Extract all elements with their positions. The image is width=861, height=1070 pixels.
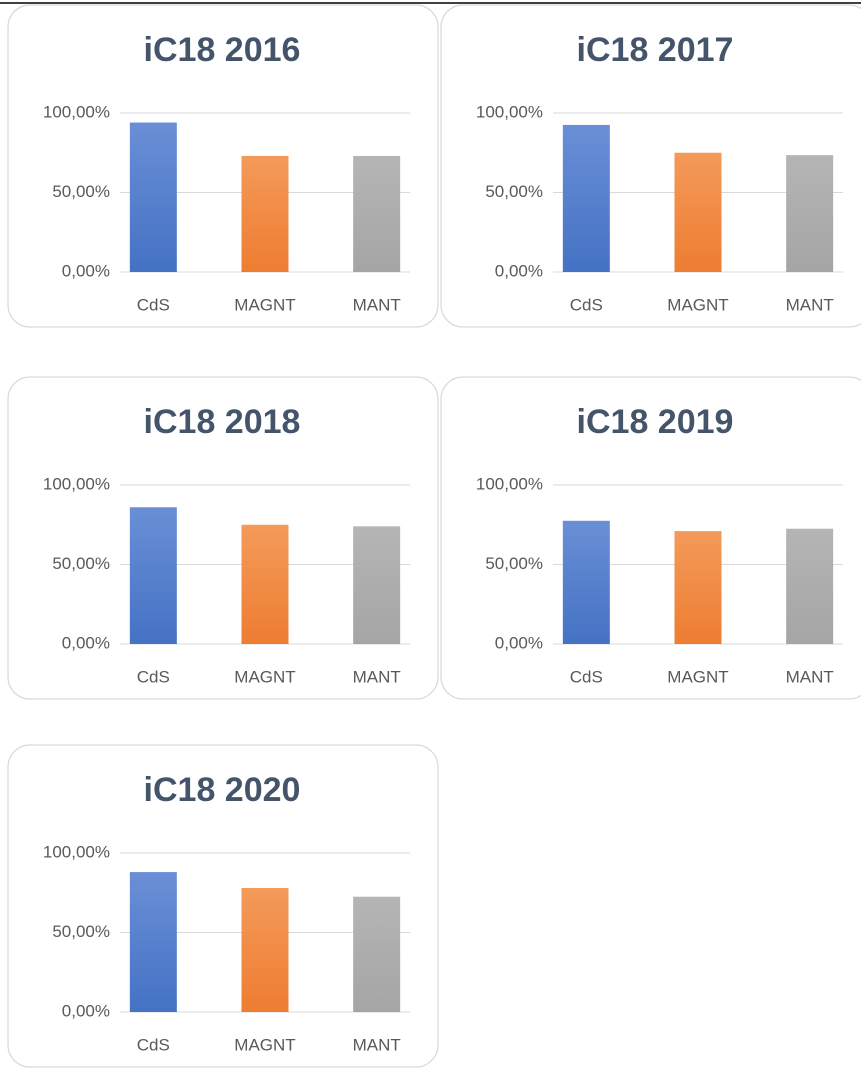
bar — [786, 155, 834, 272]
chart: iC18 2016 0,00% 50,00% 100,00% CdS MAGNT MANT — [7, 4, 439, 328]
chart-panel — [7, 744, 439, 1068]
x-tick-label: MAGNT — [234, 1035, 295, 1054]
chart: iC18 2019 0,00% 50,00% 100,00% CdS MAGNT MANT — [440, 376, 861, 700]
bar — [674, 152, 722, 272]
y-tick-label: 50,00% — [485, 182, 543, 201]
y-tick-label: 0,00% — [62, 633, 110, 652]
y-tick-label: 50,00% — [52, 554, 110, 573]
bar — [241, 887, 289, 1012]
x-tick-label: CdS — [570, 667, 603, 686]
y-tick-label: 100,00% — [43, 102, 110, 121]
chart: iC18 2020 0,00% 50,00% 100,00% CdS MAGNT MANT — [7, 744, 439, 1068]
bar — [786, 528, 834, 644]
bar — [129, 872, 177, 1012]
chart-panel — [7, 4, 439, 328]
x-tick-label: CdS — [137, 1035, 170, 1054]
y-tick-label: 0,00% — [62, 1001, 110, 1020]
chart-title: iC18 2017 — [577, 31, 734, 69]
bar — [562, 520, 610, 644]
y-tick-label: 50,00% — [52, 922, 110, 941]
x-tick-label: CdS — [137, 295, 170, 314]
chart-panel — [440, 4, 861, 328]
bar — [241, 524, 289, 644]
y-tick-label: 100,00% — [43, 474, 110, 493]
chart-title: iC18 2020 — [144, 771, 301, 809]
x-tick-label: MAGNT — [234, 667, 295, 686]
x-tick-label: CdS — [570, 295, 603, 314]
chart-title: iC18 2019 — [577, 403, 734, 441]
x-tick-label: MAGNT — [667, 667, 728, 686]
y-tick-label: 100,00% — [476, 102, 543, 121]
bar — [562, 124, 610, 272]
y-tick-label: 50,00% — [485, 554, 543, 573]
bar — [353, 896, 401, 1012]
bar — [674, 531, 722, 644]
bar — [353, 155, 401, 272]
y-tick-label: 50,00% — [52, 182, 110, 201]
x-tick-label: MAGNT — [667, 295, 728, 314]
chart-panel — [440, 376, 861, 700]
y-tick-label: 0,00% — [62, 261, 110, 280]
chart-panel — [7, 376, 439, 700]
y-tick-label: 0,00% — [495, 261, 543, 280]
chart-title: iC18 2018 — [144, 403, 301, 441]
chart: iC18 2018 0,00% 50,00% 100,00% CdS MAGNT MANT — [7, 376, 439, 700]
bar — [241, 155, 289, 272]
x-tick-label: MANT — [353, 1035, 401, 1054]
x-tick-label: MANT — [786, 295, 834, 314]
y-tick-label: 100,00% — [43, 842, 110, 861]
x-tick-label: MANT — [353, 667, 401, 686]
x-tick-label: MAGNT — [234, 295, 295, 314]
x-tick-label: MANT — [786, 667, 834, 686]
bar — [129, 507, 177, 644]
bar — [353, 526, 401, 644]
y-tick-label: 0,00% — [495, 633, 543, 652]
y-tick-label: 100,00% — [476, 474, 543, 493]
x-tick-label: MANT — [353, 295, 401, 314]
x-tick-label: CdS — [137, 667, 170, 686]
chart: iC18 2017 0,00% 50,00% 100,00% CdS MAGNT MANT — [440, 4, 861, 328]
bar — [129, 122, 177, 272]
chart-title: iC18 2016 — [144, 31, 301, 69]
